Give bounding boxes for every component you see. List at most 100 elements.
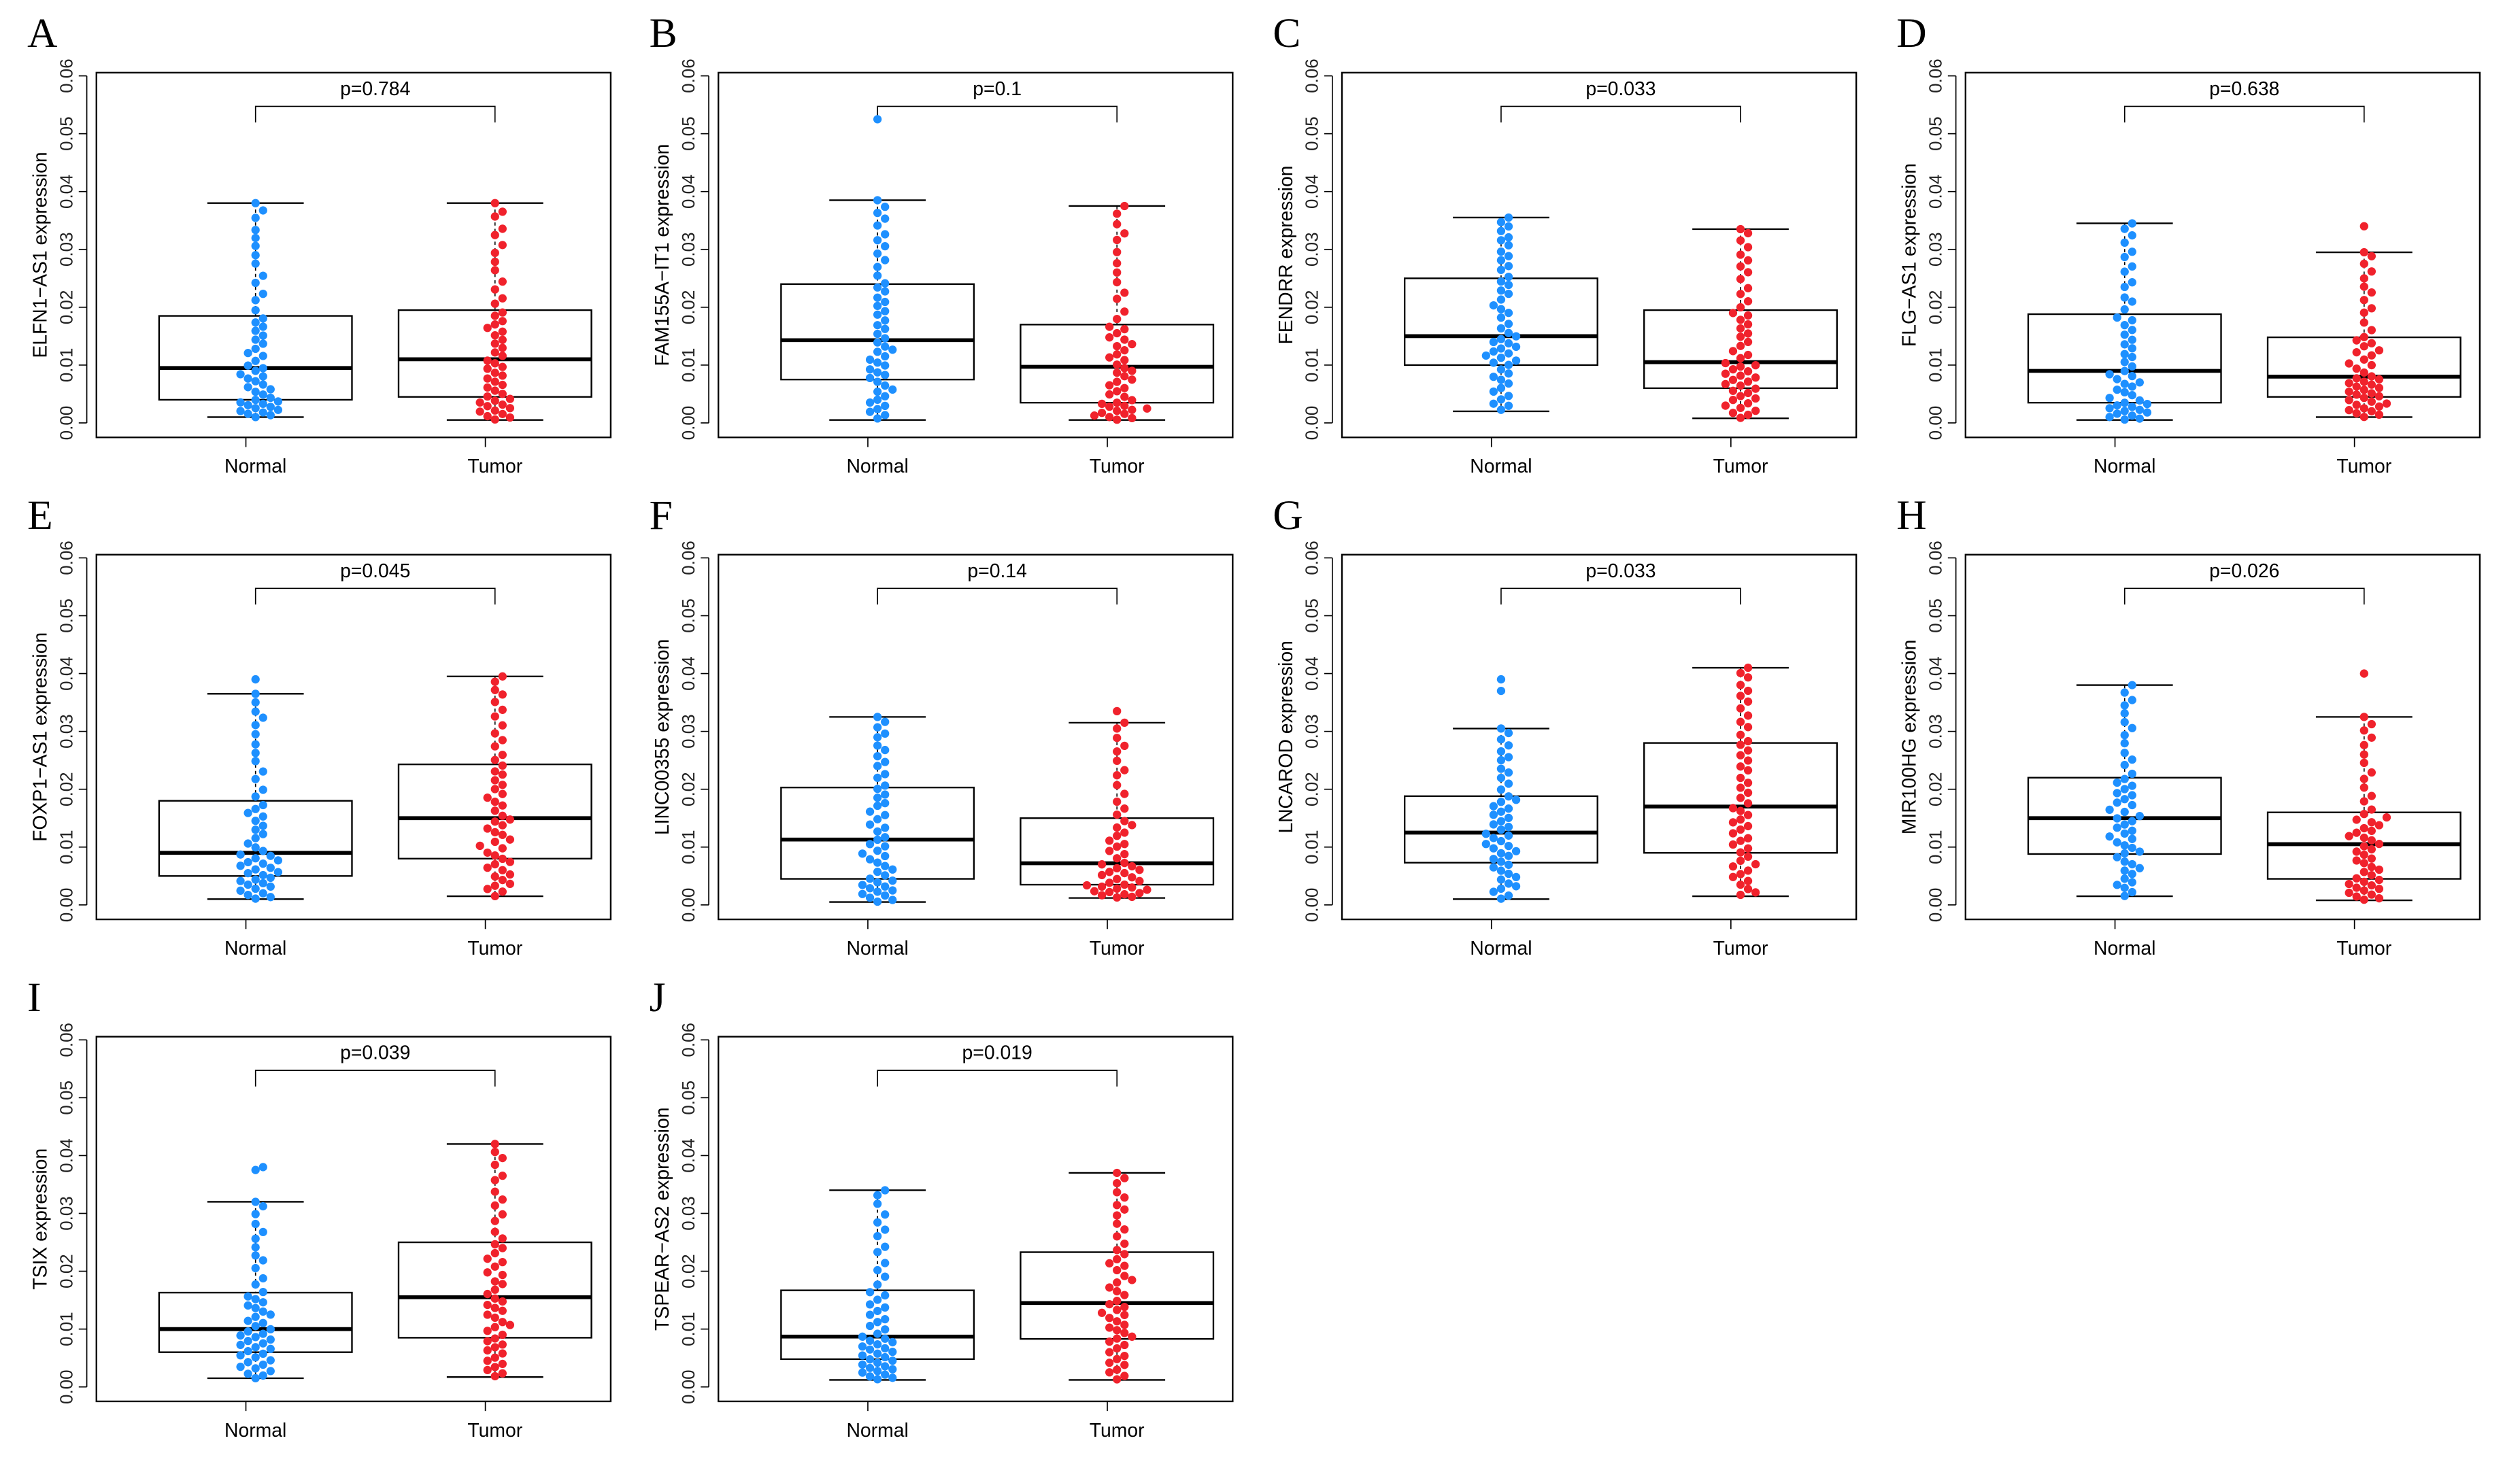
data-point-normal	[243, 1292, 252, 1301]
data-point-normal	[258, 821, 267, 830]
data-point-tumor	[1105, 879, 1114, 887]
p-value-label: p=0.638	[2209, 78, 2279, 100]
data-point-normal	[251, 233, 260, 243]
data-point-normal	[258, 1287, 267, 1297]
data-point-normal	[2120, 252, 2129, 262]
data-point-tumor	[1120, 1320, 1129, 1329]
data-point-normal	[258, 870, 267, 880]
data-point-tumor	[1097, 882, 1107, 891]
data-point-normal	[251, 1243, 260, 1252]
data-point-tumor	[1120, 766, 1129, 774]
data-point-tumor	[1736, 668, 1745, 678]
box-normal: Normal	[1403, 675, 1598, 959]
data-point-tumor	[498, 1297, 507, 1306]
data-point-tumor	[2352, 336, 2361, 345]
data-point-normal	[2120, 293, 2129, 302]
data-point-tumor	[1743, 723, 1753, 732]
data-point-tumor	[1728, 840, 1738, 849]
data-point-normal	[881, 1344, 890, 1353]
x-tick-label: Normal	[1470, 456, 1532, 477]
data-point-normal	[1489, 337, 1498, 347]
data-point-tumor	[1743, 788, 1753, 798]
data-point-tumor	[1120, 840, 1129, 849]
data-point-normal	[2120, 731, 2129, 740]
y-tick-label: 0.04	[1925, 656, 1945, 691]
data-point-tumor	[1135, 866, 1144, 874]
data-point-tumor	[1120, 1205, 1129, 1214]
data-point-normal	[881, 842, 890, 851]
y-tick-label: 0.00	[678, 406, 699, 441]
data-point-normal	[266, 873, 275, 883]
data-point-tumor	[483, 411, 492, 421]
data-point-normal	[236, 398, 245, 407]
data-point-normal	[2120, 238, 2129, 248]
data-point-normal	[881, 1272, 890, 1281]
data-point-tumor	[1736, 762, 1745, 771]
data-point-normal	[1504, 879, 1513, 888]
data-point-normal	[888, 345, 897, 354]
data-point-normal	[1496, 265, 1506, 275]
data-point-tumor	[2352, 815, 2361, 824]
data-point-tumor	[1105, 1337, 1114, 1346]
data-point-tumor	[498, 876, 507, 885]
data-point-normal	[1511, 332, 1521, 341]
data-point-normal	[873, 741, 882, 750]
data-point-tumor	[1120, 1371, 1129, 1380]
panel-J: J 0.00 0.01 0.02 0.03 0.04 0.05 0.06 TSPEAR−AS2 …	[650, 974, 1234, 1442]
data-point-tumor	[2367, 380, 2376, 389]
data-point-tumor	[1120, 392, 1129, 401]
data-point-normal	[881, 851, 890, 861]
data-point-normal	[2128, 723, 2136, 732]
data-point-tumor	[1743, 876, 1753, 885]
data-point-tumor	[498, 352, 507, 360]
data-point-normal	[865, 1300, 875, 1309]
data-point-normal	[865, 855, 875, 864]
data-point-tumor	[483, 383, 492, 392]
data-point-normal	[865, 1363, 875, 1372]
data-point-tumor	[2352, 409, 2361, 417]
data-point-normal	[251, 377, 260, 386]
data-point-normal	[2128, 834, 2136, 843]
box-normal: Normal	[1403, 213, 1598, 477]
data-point-tumor	[2359, 797, 2368, 806]
data-point-normal	[873, 1349, 882, 1358]
data-point-tumor	[1743, 821, 1753, 831]
data-point-normal	[881, 307, 890, 316]
data-point-normal	[266, 411, 275, 420]
data-point-normal	[2128, 262, 2136, 271]
data-point-tumor	[1120, 1250, 1129, 1259]
data-point-normal	[1489, 399, 1498, 408]
data-point-normal	[251, 1353, 260, 1362]
y-tick-label: 0.01	[1925, 348, 1945, 383]
data-point-normal	[1496, 256, 1506, 265]
data-point-normal	[251, 388, 260, 396]
data-point-normal	[881, 1291, 890, 1300]
data-point-tumor	[1113, 854, 1122, 863]
data-point-tumor	[490, 1248, 499, 1258]
data-point-normal	[888, 1365, 897, 1374]
data-point-normal	[1504, 320, 1513, 328]
data-point-tumor	[1736, 751, 1745, 760]
data-point-tumor	[1105, 887, 1114, 897]
data-point-normal	[251, 1333, 260, 1342]
data-point-tumor	[1113, 1286, 1122, 1296]
data-point-normal	[258, 859, 267, 868]
data-point-tumor	[1128, 883, 1137, 892]
data-point-normal	[1504, 869, 1513, 879]
data-point-tumor	[2374, 893, 2384, 903]
data-point-tumor	[2374, 840, 2384, 849]
data-point-normal	[2120, 760, 2129, 770]
data-point-normal	[251, 730, 260, 738]
data-point-normal	[2113, 401, 2121, 410]
data-point-normal	[258, 1256, 267, 1265]
data-point-tumor	[2359, 726, 2368, 735]
data-point-tumor	[1736, 362, 1745, 371]
data-point-normal	[266, 851, 275, 860]
data-point-tumor	[2352, 847, 2361, 856]
data-point-normal	[266, 893, 275, 902]
data-point-tumor	[490, 311, 499, 320]
data-point-tumor	[490, 1363, 499, 1371]
data-point-tumor	[1751, 406, 1760, 415]
data-point-normal	[251, 1165, 260, 1174]
